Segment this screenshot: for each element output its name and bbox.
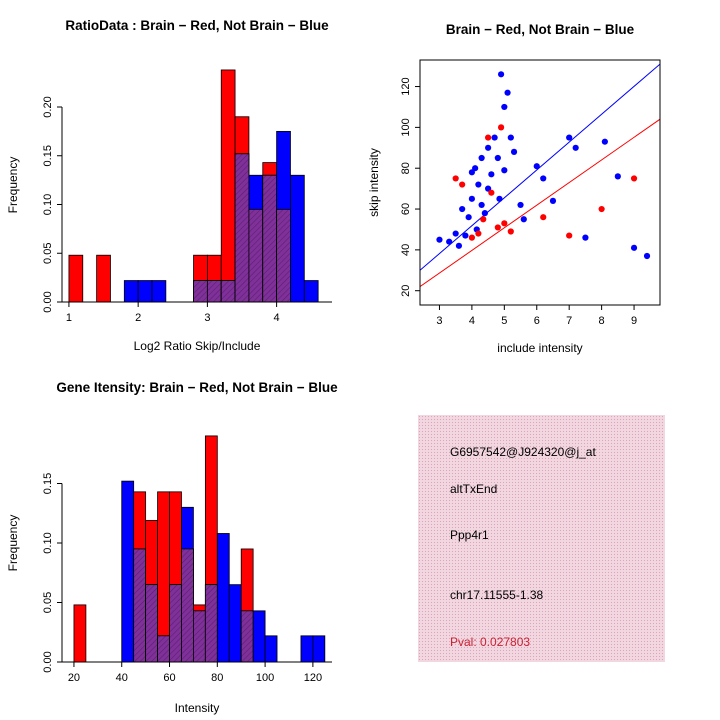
svg-text:120: 120: [400, 77, 412, 95]
svg-text:8: 8: [599, 315, 605, 327]
ratio-histogram-chart: 1 2 3 4 0.00 0.05 0.10 0.15 0.20 RatioData : Brai…: [6, 18, 332, 353]
svg-text:Brain − Red, Not Brain − Blue: Brain − Red, Not Brain − Blue: [446, 22, 635, 37]
svg-text:0.10: 0.10: [42, 532, 54, 553]
svg-text:6: 6: [534, 315, 540, 327]
svg-text:4: 4: [469, 315, 475, 327]
svg-text:0.15: 0.15: [42, 145, 54, 166]
svg-text:100: 100: [400, 118, 412, 136]
svg-text:0.05: 0.05: [42, 592, 54, 613]
pval-text: Pval: 0.027803: [450, 635, 531, 649]
svg-text:9: 9: [631, 315, 637, 327]
svg-text:3: 3: [436, 315, 442, 327]
svg-text:0.10: 0.10: [42, 194, 54, 215]
svg-text:Frequency: Frequency: [6, 157, 20, 214]
svg-text:120: 120: [304, 672, 322, 684]
gene-info-box: G6957542@J924320@j_at altTxEnd Ppp4r1 ch…: [418, 415, 665, 662]
svg-text:5: 5: [501, 315, 507, 327]
event-type-text: altTxEnd: [450, 482, 498, 496]
svg-text:40: 40: [116, 672, 128, 684]
svg-text:Gene Itensity: Brain − Red, No: Gene Itensity: Brain − Red, Not Brain − …: [56, 380, 338, 395]
chromosome-text: chr17.11555-1.38: [450, 588, 544, 602]
svg-text:0.00: 0.00: [42, 651, 54, 672]
svg-text:3: 3: [204, 312, 210, 324]
svg-text:80: 80: [400, 162, 412, 174]
svg-text:40: 40: [400, 244, 412, 256]
svg-text:Intensity: Intensity: [175, 701, 220, 715]
intensity-scatter-chart: 3 4 5 6 7 8 9 20 40 60 80 100 120 Brain − Red, Not Br…: [367, 22, 661, 355]
svg-text:Frequency: Frequency: [6, 515, 20, 572]
svg-text:20: 20: [68, 672, 80, 684]
svg-text:RatioData : Brain − Red, Not B: RatioData : Brain − Red, Not Brain − Blu…: [65, 18, 329, 33]
svg-text:2: 2: [135, 312, 141, 324]
svg-text:7: 7: [566, 315, 572, 327]
probe-id-text: G6957542@J924320@j_at: [450, 445, 596, 459]
svg-text:4: 4: [274, 312, 280, 324]
svg-text:include intensity: include intensity: [497, 341, 582, 355]
svg-text:80: 80: [211, 672, 223, 684]
svg-text:20: 20: [400, 285, 412, 297]
svg-text:0.20: 0.20: [42, 96, 54, 117]
svg-text:100: 100: [256, 672, 274, 684]
svg-text:Log2 Ratio Skip/Include: Log2 Ratio Skip/Include: [134, 339, 261, 353]
svg-text:skip intensity: skip intensity: [367, 148, 381, 217]
gene-intensity-histogram-chart: 20 40 60 80 100 120 0.00 0.05 0.10 0.15 Gene Itens…: [6, 380, 338, 715]
svg-text:60: 60: [163, 672, 175, 684]
svg-text:0.15: 0.15: [42, 473, 54, 494]
svg-text:0.05: 0.05: [42, 243, 54, 264]
gene-info-panel: G6957542@J924320@j_at altTxEnd Ppp4r1 ch…: [360, 360, 720, 720]
svg-text:1: 1: [66, 312, 72, 324]
gene-name-text: Ppp4r1: [450, 528, 489, 542]
svg-text:60: 60: [400, 203, 412, 215]
svg-text:0.00: 0.00: [42, 291, 54, 312]
